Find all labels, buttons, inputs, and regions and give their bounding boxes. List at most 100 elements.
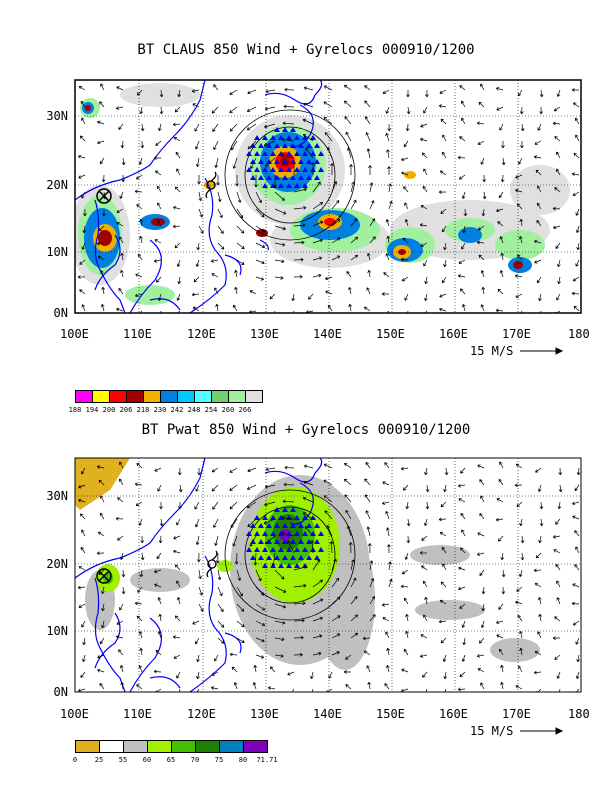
wind-arrow <box>421 535 428 541</box>
wind-arrow <box>120 681 124 690</box>
wind-arrow <box>101 586 105 595</box>
wind-arrow <box>556 293 561 301</box>
wind-arrow <box>302 118 314 125</box>
wind-arrow <box>236 637 245 643</box>
wind-arrow <box>500 681 504 690</box>
wind-arrow <box>496 620 504 625</box>
wind-arrow <box>343 478 352 486</box>
wind-arrow <box>537 631 542 639</box>
wind-arrow <box>246 484 257 490</box>
wind-arrow <box>293 240 305 245</box>
wind-arrow <box>482 191 487 200</box>
wind-arrow <box>441 151 447 159</box>
wind-arrow <box>282 499 295 504</box>
wind-arrow <box>534 259 542 264</box>
wind-arrow <box>387 123 392 132</box>
wind-arrow <box>350 632 359 639</box>
gyre-triangle <box>274 143 280 148</box>
wind-arrow <box>78 603 86 608</box>
wind-arrow <box>382 481 390 486</box>
wind-arrow <box>536 688 542 692</box>
wind-arrow <box>440 637 447 644</box>
wind-arrow <box>423 518 428 526</box>
wind-arrow <box>274 569 285 580</box>
wind-arrow <box>443 259 447 268</box>
wind-arrow <box>385 132 390 142</box>
wind-arrow <box>495 87 504 91</box>
wind-arrow <box>119 461 124 469</box>
wind-arrow <box>210 686 219 690</box>
wind-arrow <box>533 155 542 159</box>
wind-arrow <box>174 615 181 622</box>
wind-arrow <box>363 306 371 312</box>
wind-arrow <box>312 579 323 588</box>
wind-arrow <box>324 132 333 142</box>
wind-arrow <box>441 546 447 554</box>
wind-arrow <box>459 85 466 91</box>
gyre-triangle <box>278 135 284 140</box>
wind-arrow <box>401 157 409 162</box>
wind-arrow <box>367 269 371 278</box>
wind-arrow <box>81 117 86 125</box>
wind-arrow <box>480 270 485 278</box>
wind-arrow <box>331 596 341 605</box>
panel1-lat-10n: 10N <box>46 245 68 259</box>
wind-arrow <box>575 208 580 216</box>
gyre-triangle <box>258 159 264 164</box>
wind-arrow <box>232 535 238 547</box>
gyre-triangle <box>246 167 252 172</box>
wind-arrow <box>192 306 200 312</box>
wind-arrow <box>477 532 485 537</box>
wind-arrow <box>403 140 409 148</box>
gyre-triangle <box>274 555 280 560</box>
wind-arrow <box>457 483 466 488</box>
panel2-lat-20n: 20N <box>46 557 68 571</box>
wind-arrow <box>458 566 466 571</box>
wind-arrow <box>232 304 238 312</box>
wind-arrow <box>99 157 105 165</box>
wind-arrow <box>539 89 544 98</box>
wind-arrow <box>155 649 162 656</box>
wind-arrow <box>343 462 352 469</box>
wind-arrow <box>198 603 204 612</box>
wind-arrow <box>442 563 447 571</box>
wind-arrow <box>156 185 162 193</box>
wind-arrow <box>515 463 523 469</box>
wind-arrow <box>537 123 542 131</box>
wind-arrow <box>217 603 224 612</box>
wind-arrow <box>480 304 485 312</box>
wind-arrow <box>348 542 353 554</box>
wind-arrow <box>406 518 411 527</box>
wind-arrow <box>537 484 542 492</box>
wind-arrow <box>499 123 504 131</box>
wind-arrow <box>302 496 314 503</box>
wind-arrow <box>439 599 447 605</box>
wind-arrow <box>572 583 580 588</box>
gyre-triangle <box>294 151 300 156</box>
wind-arrow <box>97 668 105 673</box>
colorbar-label: 248 <box>187 406 201 414</box>
gyre-triangle <box>254 167 260 172</box>
wind-arrow <box>535 552 542 559</box>
wind-arrow <box>270 666 276 673</box>
wind-arrow <box>116 86 124 91</box>
wind-arrow <box>369 218 376 227</box>
panel1-wind-arrows <box>77 83 580 313</box>
wind-arrow <box>365 132 371 142</box>
wind-arrow <box>516 203 523 210</box>
wind-arrow <box>575 637 580 645</box>
gyre-triangle <box>266 159 272 164</box>
wind-arrow <box>119 191 124 199</box>
gyre-triangle <box>302 515 308 520</box>
wind-arrow <box>501 586 506 595</box>
wind-arrow <box>274 620 286 625</box>
panel2-frame <box>74 457 582 693</box>
wind-arrow <box>331 237 341 244</box>
wind-arrow <box>350 181 355 193</box>
wind-arrow <box>176 168 181 176</box>
gyre-triangle <box>294 531 300 536</box>
wind-arrow <box>255 259 265 265</box>
wind-arrow <box>139 218 143 227</box>
wind-arrow <box>460 467 466 474</box>
wind-arrow <box>369 596 375 605</box>
